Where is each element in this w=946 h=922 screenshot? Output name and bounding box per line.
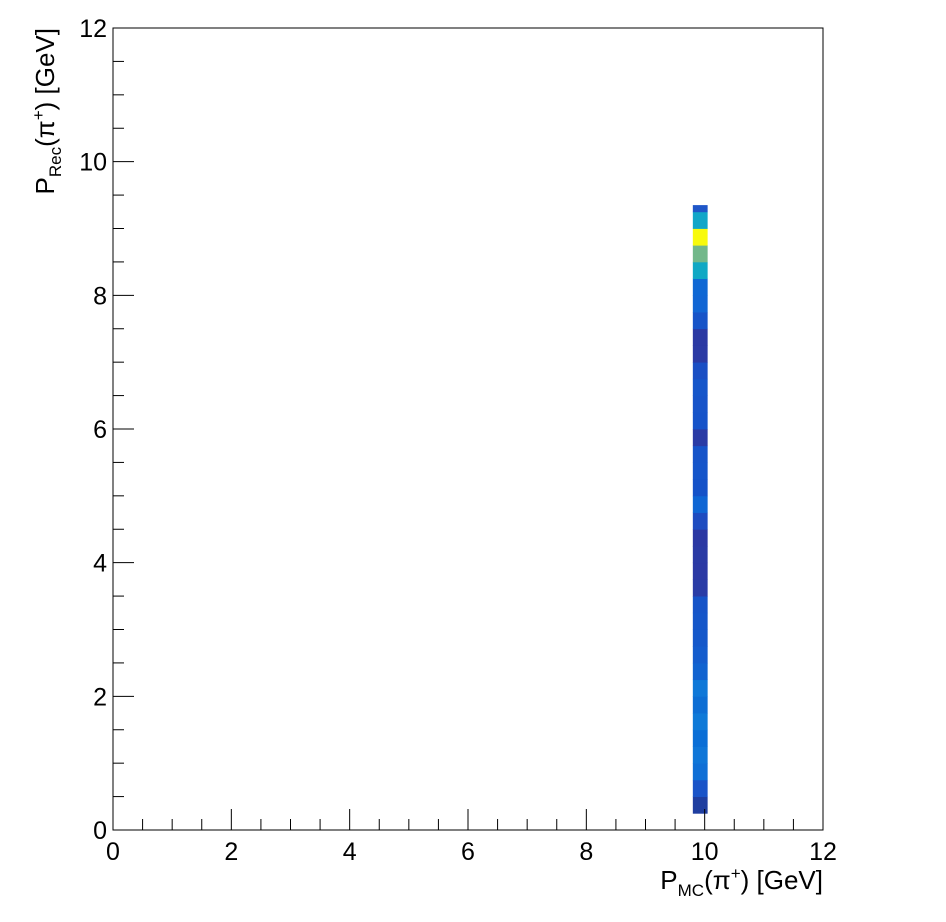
x-tick-label: 12 [809, 838, 837, 866]
heatmap-cell [692, 796, 708, 814]
y-axis-title-rest: ) [GeV] [30, 28, 60, 110]
y-axis-title-particle: (π [30, 120, 60, 147]
heatmap-cell [692, 328, 708, 346]
y-axis-title-sub: Rec [46, 146, 65, 177]
heatmap-cell [692, 596, 708, 614]
heatmap-cell [692, 512, 708, 530]
heatmap-cell [692, 362, 708, 380]
heatmap-cell [692, 662, 708, 681]
y-tick-label: 0 [93, 817, 107, 845]
y-tick-label: 12 [79, 15, 107, 43]
heatmap-cell [692, 713, 708, 731]
y-tick-label: 10 [79, 149, 107, 177]
heatmap-cell [692, 612, 708, 630]
x-axis-title-charge: + [731, 864, 741, 883]
y-tick-labels: 0 2 4 6 8 10 12 [79, 15, 107, 845]
y-tick-label: 8 [93, 282, 107, 310]
axis-ticks [112, 27, 824, 831]
heatmap-cell [692, 495, 708, 513]
y-axis-title: PRec(π+) [GeV] [29, 28, 65, 194]
x-tick-labels: 0 2 4 6 8 10 12 [106, 838, 837, 866]
x-axis-title-main: P [660, 865, 677, 895]
heatmap-cell [692, 205, 708, 213]
y-tick-label: 2 [93, 683, 107, 711]
heatmap-cell [692, 579, 708, 597]
x-axis-title-sub: MC [678, 881, 704, 900]
x-axis-title-particle: (π [704, 865, 731, 895]
x-tick-label: 0 [106, 838, 120, 866]
heatmap-cell [692, 562, 708, 580]
heatmap-cell [692, 429, 708, 447]
heatmap-cell [692, 378, 708, 396]
heatmap-cell [692, 395, 708, 413]
heatmap-cell [692, 211, 708, 229]
heatmap-cell [692, 696, 708, 714]
heatmap-cell [692, 345, 708, 363]
x-axis-title: PMC(π+) [GeV] [660, 864, 823, 900]
heatmap-cell [692, 646, 708, 664]
y-axis-title-main: P [30, 177, 60, 194]
x-tick-label: 4 [343, 838, 357, 866]
heatmap-cell [692, 679, 708, 697]
heatmap-cell [692, 462, 708, 480]
heatmap-cell [692, 261, 708, 280]
heatmap-cell [692, 295, 708, 313]
heatmap-cell [692, 245, 708, 263]
heatmap-cell [692, 228, 708, 246]
heatmap-cell [692, 445, 708, 463]
heatmap-cell [692, 779, 708, 797]
heatmap-cell [692, 529, 708, 547]
y-axis-title-charge: + [29, 110, 48, 120]
y-tick-label: 4 [93, 550, 107, 578]
heatmap-cell [692, 312, 708, 330]
x-tick-label: 10 [691, 838, 719, 866]
x-tick-label: 6 [461, 838, 475, 866]
heatmap-cell [692, 763, 708, 781]
plot-frame [112, 27, 824, 831]
heatmap-cell [692, 278, 708, 296]
heatmap-cell [692, 479, 708, 497]
heatmap-cell [692, 629, 708, 647]
x-axis-title-rest: ) [GeV] [741, 865, 823, 895]
heatmap-cell [692, 412, 708, 430]
y-tick-label: 6 [93, 416, 107, 444]
x-tick-label: 8 [579, 838, 593, 866]
heatmap-cell [692, 545, 708, 564]
heatmap-cells [692, 205, 708, 814]
x-tick-label: 2 [224, 838, 238, 866]
heatmap-cell [692, 746, 708, 764]
heatmap-cell [692, 729, 708, 747]
